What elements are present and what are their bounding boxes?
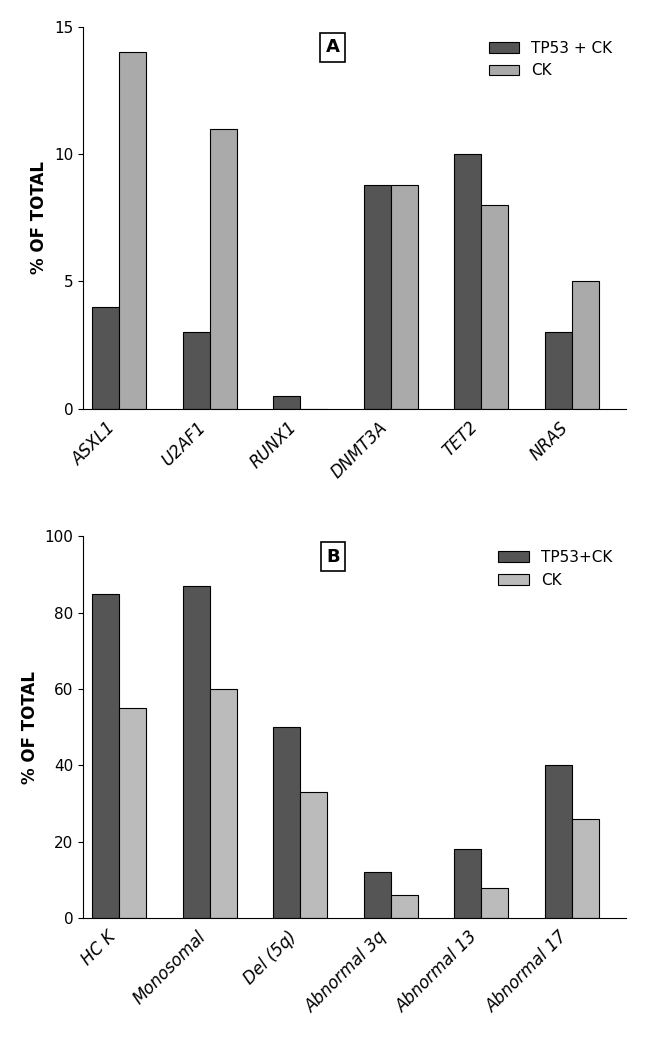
Bar [454,849,481,918]
Bar [391,895,418,918]
Legend: TP53+CK, CK: TP53+CK, CK [492,544,619,594]
Legend: TP53 + CK, CK: TP53 + CK, CK [483,34,619,84]
Bar [210,129,237,409]
Bar [300,792,327,918]
Bar [454,155,481,409]
Bar [182,586,210,918]
Bar [572,281,599,409]
Bar [273,727,300,918]
Bar [119,708,146,918]
Text: A: A [326,38,340,56]
Bar [210,689,237,918]
Bar [364,185,391,409]
Bar [572,819,599,918]
Bar [391,185,418,409]
Bar [119,52,146,409]
Y-axis label: % OF TOTAL: % OF TOTAL [21,671,39,784]
Bar [364,872,391,918]
Bar [182,332,210,409]
Bar [92,307,119,409]
Bar [273,396,300,409]
Bar [545,332,572,409]
Bar [481,888,509,918]
Bar [92,593,119,918]
Bar [481,205,509,409]
Y-axis label: % OF TOTAL: % OF TOTAL [30,161,49,274]
Text: B: B [326,548,340,566]
Bar [545,765,572,918]
